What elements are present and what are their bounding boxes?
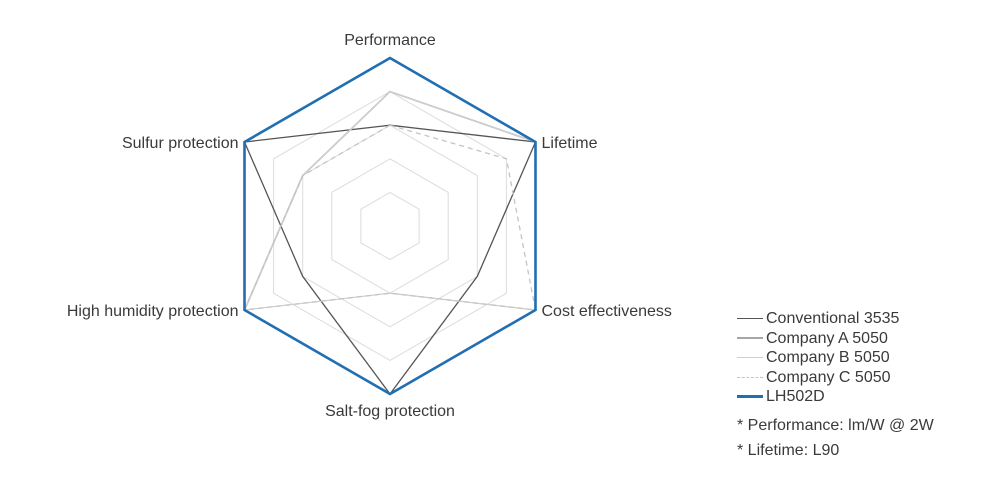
note-lifetime: * Lifetime: L90 bbox=[737, 441, 840, 459]
axis-labels-layer: Performance Lifetime Cost effectiveness Sal… bbox=[67, 32, 672, 420]
legend: Conventional 3535 Company A 5050 Company B… bbox=[737, 309, 992, 460]
grid-ring-2 bbox=[331, 158, 449, 294]
axis-label-cost-effectiveness: Cost effectiveness bbox=[541, 303, 671, 320]
legend-item-company-b-5050: Company B 5050 bbox=[737, 348, 992, 368]
legend-swatch bbox=[737, 357, 763, 359]
axis-label-performance: Performance bbox=[344, 32, 436, 49]
legend-label: LH502D bbox=[766, 388, 825, 406]
legend-label: Company C 5050 bbox=[766, 368, 891, 386]
series-company-b-5050 bbox=[243, 90, 537, 311]
series-lh502d bbox=[243, 56, 537, 396]
axis-label-lifetime: Lifetime bbox=[541, 135, 597, 152]
grid-ring-4 bbox=[273, 91, 507, 361]
legend-label: Conventional 3535 bbox=[766, 310, 900, 328]
legend-label: Company B 5050 bbox=[766, 349, 890, 367]
legend-swatch bbox=[737, 318, 763, 320]
legend-swatch bbox=[737, 337, 763, 340]
axis-label-high-humidity-protection: High humidity protection bbox=[67, 303, 239, 320]
axis-label-sulfur-protection: Sulfur protection bbox=[122, 135, 239, 152]
legend-label: Company A 5050 bbox=[766, 329, 888, 347]
radar-series-layer bbox=[243, 56, 537, 396]
legend-item-company-a-5050: Company A 5050 bbox=[737, 329, 992, 349]
legend-swatch bbox=[737, 376, 763, 378]
grid-ring-1 bbox=[360, 191, 420, 261]
legend-item-lh502d: LH502D bbox=[737, 387, 992, 407]
legend-items: Conventional 3535 Company A 5050 Company B… bbox=[737, 309, 992, 407]
note-performance: * Performance: lm/W @ 2W bbox=[737, 416, 934, 434]
legend-item-conventional-3535: Conventional 3535 bbox=[737, 309, 992, 329]
radar-grid bbox=[273, 91, 507, 361]
legend-swatch bbox=[737, 395, 763, 399]
axis-label-salt-fog-protection: Salt-fog protection bbox=[325, 403, 455, 420]
legend-item-company-c-5050: Company C 5050 bbox=[737, 368, 992, 388]
series-company-c-5050 bbox=[243, 124, 537, 311]
grid-ring-3 bbox=[302, 124, 478, 328]
